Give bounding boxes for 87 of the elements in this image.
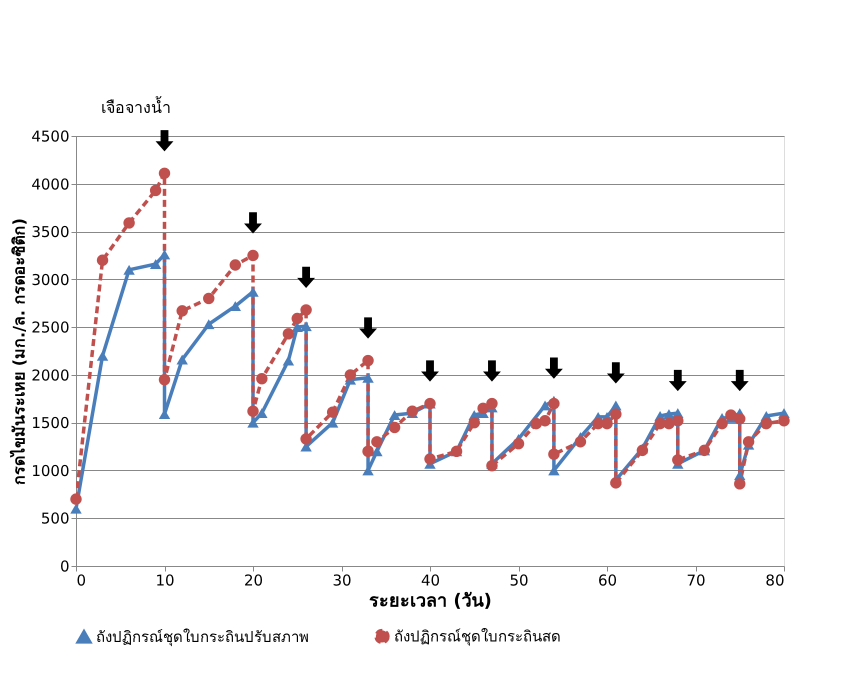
point: [123, 264, 135, 275]
point: [123, 217, 135, 229]
point: [203, 319, 214, 330]
point: [230, 301, 241, 312]
point: [300, 433, 312, 445]
point: [300, 304, 312, 316]
point: [539, 400, 551, 410]
point: [734, 413, 746, 425]
y-tick-label: 0: [60, 558, 70, 576]
point: [362, 372, 374, 383]
point: [530, 418, 542, 430]
point: [388, 422, 400, 434]
y-tick-label: 3500: [31, 223, 70, 242]
y-tick-label: 1500: [31, 414, 70, 432]
point: [203, 292, 214, 304]
point: [725, 409, 737, 421]
x-tick-label: 10: [155, 572, 175, 590]
point: [548, 398, 560, 410]
point: [406, 406, 418, 417]
point: [158, 374, 170, 386]
legend-label: ถังปฏิกรณ์ชุดใบกระถินปรับสภาพ: [96, 628, 309, 647]
point: [539, 415, 551, 426]
point: [176, 354, 188, 365]
point: [70, 504, 82, 514]
point: [96, 350, 108, 361]
x-tick-label: 40: [420, 572, 440, 590]
point: [362, 354, 374, 366]
point: [734, 478, 746, 490]
point: [362, 446, 374, 458]
x-axis-title: ระยะเวลา (วัน): [369, 590, 492, 612]
point: [158, 168, 170, 179]
point: [256, 373, 268, 384]
point: [636, 444, 648, 456]
y-tick-label: 500: [40, 510, 70, 528]
point: [548, 448, 560, 460]
point: [282, 356, 294, 366]
point: [70, 493, 82, 505]
point: [672, 454, 684, 466]
point: [610, 477, 622, 489]
point: [176, 305, 188, 317]
point: [150, 259, 162, 269]
text: เจือจางน้ำ: [101, 96, 171, 117]
legend-label: ถังปฏิกรณ์ชุดใบกระถินสด: [394, 627, 561, 646]
point: [230, 259, 241, 271]
point: [574, 436, 586, 448]
x-tick-label: 70: [686, 572, 706, 590]
y-tick-label: 4500: [31, 128, 70, 146]
point: [96, 254, 108, 266]
point: [247, 250, 259, 262]
point: [150, 184, 162, 196]
point: [742, 436, 754, 448]
x-tick-label: 0: [76, 572, 86, 590]
x-tick-label: 30: [332, 572, 352, 590]
point: [610, 408, 622, 420]
point: [371, 446, 383, 456]
point: [672, 415, 684, 426]
point: [601, 418, 613, 430]
point: [292, 312, 303, 324]
x-tick-label: 60: [598, 572, 618, 590]
point: [158, 250, 170, 260]
y-tick-label: 2000: [31, 366, 70, 384]
point: [326, 406, 338, 418]
x-tick-label: 80: [765, 572, 784, 590]
point: [486, 460, 498, 472]
y-tick-label: 3000: [31, 270, 70, 289]
point: [716, 418, 728, 430]
point: [371, 436, 383, 448]
point: [344, 369, 356, 381]
point: [300, 321, 312, 332]
point: [477, 402, 489, 414]
point: [760, 418, 772, 430]
y-axis-title: กรดไขมันระเหย (มก./ล. กรดอะซิติก): [9, 218, 28, 485]
y-tick-label: 2500: [31, 318, 70, 337]
point: [663, 418, 675, 430]
x-tick-label: 50: [509, 572, 529, 590]
point: [424, 453, 436, 465]
point: [512, 438, 524, 450]
x-tick-label: 20: [244, 572, 264, 590]
point: [388, 410, 400, 420]
point: [778, 415, 790, 426]
point: [468, 416, 480, 428]
point: [282, 328, 294, 340]
y-tick-label: 1000: [31, 462, 70, 480]
point: [256, 408, 268, 418]
point: [247, 406, 259, 417]
y-tick-label: 4000: [31, 175, 70, 194]
point: [486, 398, 498, 410]
